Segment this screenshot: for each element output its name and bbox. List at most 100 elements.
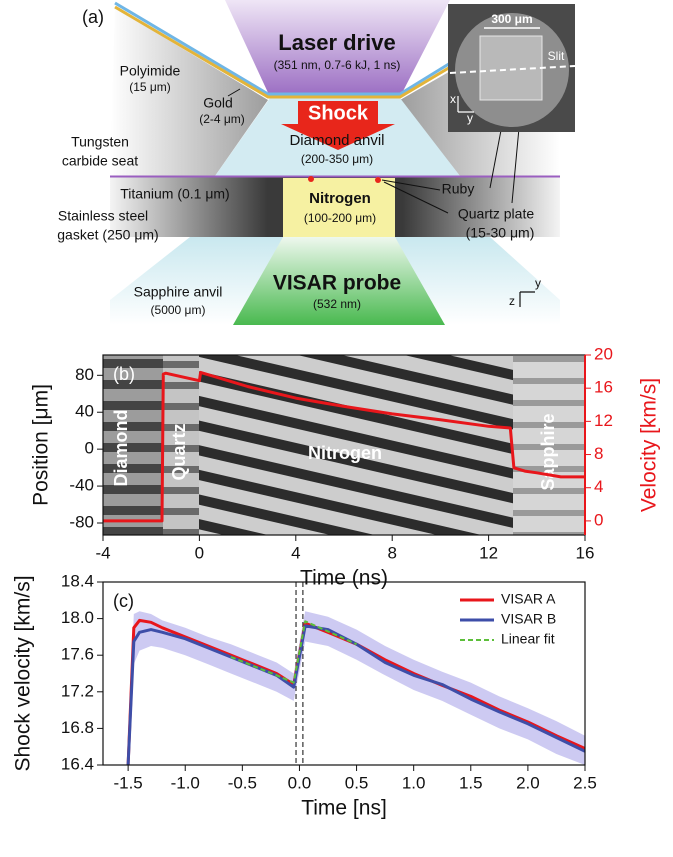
label: Ruby [442,181,475,197]
label: (200-350 μm) [301,152,373,166]
x-tick-label: 0.5 [345,773,369,792]
ruby [308,176,314,182]
inset-axis: y [467,111,473,125]
streak-image [103,355,585,535]
shock-label: Shock [308,102,369,124]
y-tick-label: 18.4 [61,571,94,590]
leader-line [381,179,441,191]
label: (15 μm) [129,80,171,94]
label: Titanium (0.1 μm) [120,186,229,202]
x-tick-label: -0.5 [228,773,257,792]
label: Gold [203,95,233,111]
label: Quartz plate [458,206,534,222]
x-tick-label: 4 [291,543,300,562]
label: Polyimide [120,63,181,79]
plot-frame [102,581,586,766]
label: Nitrogen [309,190,371,207]
label: (100-200 μm) [304,211,376,225]
y2-tick-label: 8 [594,444,603,463]
legend-label: Linear fit [501,631,555,647]
plot-area [103,370,585,523]
label: (2-4 μm) [199,112,245,126]
y-tick-label: 16.8 [61,718,94,737]
leader-line [227,88,241,97]
y2-tick-label: 12 [594,411,613,430]
y2-tick-label: 16 [594,378,613,397]
x-axis-label: Time [ns] [301,797,387,820]
label: gasket (250 μm) [57,227,158,243]
legend-label: VISAR A [501,591,556,607]
x-tick-label: 0.0 [288,773,312,792]
x-tick-label: 1.5 [459,773,483,792]
polyimide-layer [114,1,453,96]
x-tick-label: 16 [576,543,595,562]
laser-title: Laser drive [278,30,395,55]
region-label: Sapphire [538,413,558,490]
leader-line [383,181,449,214]
x-axis-label: Time (ns) [300,567,388,590]
label: carbide seat [62,153,138,169]
y2-axis-label: Velocity [km/s] [638,378,661,512]
series-line [230,620,358,684]
label: (15-30 μm) [466,225,535,241]
y-tick-label: 17.6 [61,645,94,664]
region-labels: Diamond Quartz Nitrogen Sapphire [111,409,558,490]
label: Stainless steel [58,208,148,224]
visar-beam [233,237,445,325]
inset-axis: x [450,92,456,106]
y-axis-label: Position [μm] [30,384,53,506]
y-tick-label: 17.2 [61,681,94,700]
label: Diamond anvil [289,132,384,149]
y-tick-label: 16.4 [61,754,94,773]
streak-region [163,355,199,535]
x-tick-label: -1.5 [113,773,142,792]
series-line [126,624,585,765]
inset-scale: 300 μm [491,12,532,26]
y-tick-label: 0 [85,439,94,458]
axis-letter: y [535,276,541,290]
label: VISAR probe [273,272,401,295]
x-tick-label: 2.0 [516,773,540,792]
label: (532 nm) [313,297,361,311]
uncertainty-band [128,611,585,765]
region-label: Nitrogen [308,443,382,463]
panel-label: (b) [113,364,135,384]
panel-a: (a) Laser drive (351 nm, 0.7-6 kJ, 1 ns)… [57,0,576,325]
y2-tick-label: 0 [594,510,603,529]
axes-glyph [519,291,535,307]
x-tick-label: 1.0 [402,773,426,792]
plot-area [126,582,585,765]
laser-sub: (351 nm, 0.7-6 kJ, 1 ns) [274,58,401,72]
legend-label: VISAR B [501,611,556,627]
laser-beam [225,0,450,97]
panel-label: (c) [113,591,134,611]
x-tick-label: 0 [195,543,204,562]
streak-region [199,355,513,535]
gold-layer [114,5,453,99]
x-tick-label: -1.0 [171,773,200,792]
streak-region [513,355,585,535]
y-tick-label: 40 [75,402,94,421]
x-tick-label: 2.5 [573,773,597,792]
ruby [375,177,381,183]
x-tick-label: 12 [479,543,498,562]
slit-line [449,65,576,74]
series-line [103,370,585,523]
panel-label: (a) [82,7,104,27]
y-tick-label: 80 [75,365,94,384]
y-tick-label: 18.0 [61,608,94,627]
axis-letter: z [509,294,515,308]
streak-region [103,355,163,535]
label: Sapphire anvil [134,284,223,300]
inset-slit: Slit [548,49,565,63]
shock-arrow [281,101,395,150]
label: (5000 μm) [151,303,206,317]
label: Tungsten [71,134,129,150]
x-tick-label: -4 [95,543,110,562]
y2-tick-label: 20 [594,344,613,363]
region-label: Diamond [111,409,131,486]
y-tick-label: -40 [69,476,94,495]
y-axis-label: Shock velocity [km/s] [12,575,35,771]
region-label: Quartz [169,423,189,480]
